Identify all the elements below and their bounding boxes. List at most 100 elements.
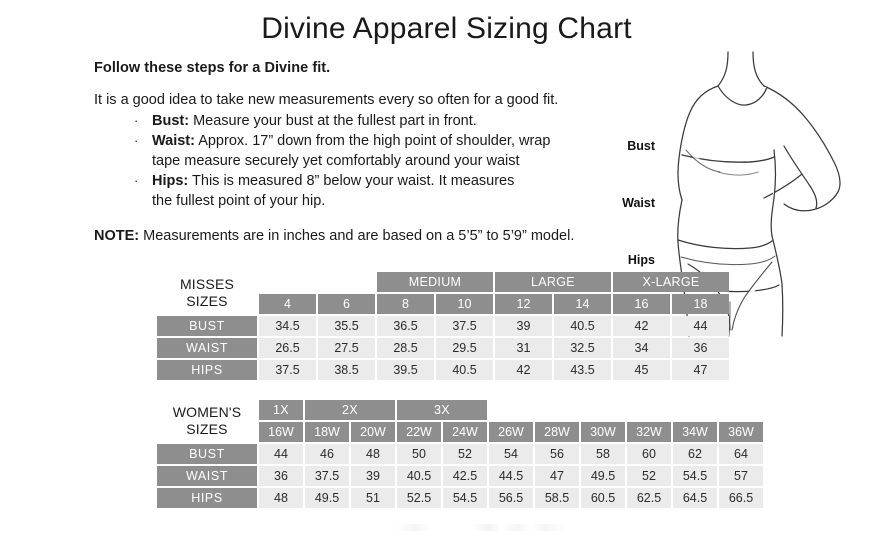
table-row-group-header: MISSES SIZES MEDIUM LARGE X-LARGE bbox=[157, 272, 729, 314]
measurement-cell: 62.5 bbox=[627, 488, 671, 508]
bullet-term: Hips: bbox=[152, 173, 189, 189]
bullet-term: Waist: bbox=[152, 133, 195, 149]
figure-label-waist: Waist bbox=[622, 196, 655, 210]
measurement-cell: 38.5 bbox=[318, 360, 375, 380]
size-header-10: 10 bbox=[436, 294, 493, 314]
measurement-cell: 43.5 bbox=[554, 360, 611, 380]
misses-table-body: MISSES SIZES MEDIUM LARGE X-LARGE 4 6 8 10 12 14 16… bbox=[157, 272, 729, 380]
list-item: · Hips: This is measured 8” below your w… bbox=[94, 171, 594, 191]
measurement-cell: 32.5 bbox=[554, 338, 611, 358]
measurement-cell: 56 bbox=[535, 444, 579, 464]
footer-artifact bbox=[395, 524, 565, 531]
group-header-empty bbox=[259, 272, 375, 292]
measurement-cell: 47 bbox=[535, 466, 579, 486]
measurement-bullet-list: · Bust: Measure your bust at the fullest… bbox=[94, 111, 594, 211]
table-row-size-header: 16W 18W 20W 22W 24W 26W 28W 30W 32W 34W 36W bbox=[157, 422, 763, 442]
measurement-cell: 52.5 bbox=[397, 488, 441, 508]
measurement-cell: 28.5 bbox=[377, 338, 434, 358]
measurement-cell: 60.5 bbox=[581, 488, 625, 508]
size-header-16w: 16W bbox=[259, 422, 303, 442]
measurement-cell: 39.5 bbox=[377, 360, 434, 380]
measurement-cell: 36 bbox=[672, 338, 729, 358]
measurement-cell: 44 bbox=[672, 316, 729, 336]
list-item: · Bust: Measure your bust at the fullest… bbox=[94, 111, 594, 131]
measurement-cell: 52 bbox=[627, 466, 671, 486]
size-header-32w: 32W bbox=[627, 422, 671, 442]
measurement-cell: 40.5 bbox=[397, 466, 441, 486]
row-label-hips: HIPS bbox=[157, 488, 257, 508]
measurement-cell: 48 bbox=[351, 444, 395, 464]
measurement-cell: 37.5 bbox=[436, 316, 493, 336]
measurement-cell: 58 bbox=[581, 444, 625, 464]
size-header-24w: 24W bbox=[443, 422, 487, 442]
size-header-26w: 26W bbox=[489, 422, 533, 442]
measurement-cell: 35.5 bbox=[318, 316, 375, 336]
measurement-cell: 64.5 bbox=[673, 488, 717, 508]
group-header-medium: MEDIUM bbox=[377, 272, 493, 292]
bullet-text: Measure your bust at the fullest part in… bbox=[189, 113, 477, 129]
measurement-cell: 54.5 bbox=[443, 488, 487, 508]
bullet-dot-icon: · bbox=[134, 173, 139, 188]
instructions-block: Follow these steps for a Divine fit. It … bbox=[94, 60, 594, 259]
group-header-large: LARGE bbox=[495, 272, 611, 292]
corner-title-line2: SIZES bbox=[186, 293, 228, 309]
body-figure-illustration bbox=[646, 50, 886, 340]
table-row: BUST 34.5 35.5 36.5 37.5 39 40.5 42 44 bbox=[157, 316, 729, 336]
measurement-cell: 50 bbox=[397, 444, 441, 464]
table-row: HIPS 37.5 38.5 39.5 40.5 42 43.5 45 47 bbox=[157, 360, 729, 380]
size-header-34w: 34W bbox=[673, 422, 717, 442]
corner-title-line1: WOMEN'S bbox=[172, 404, 242, 420]
misses-sizes-table: MISSES SIZES MEDIUM LARGE X-LARGE 4 6 8 10 12 14 16… bbox=[155, 270, 731, 382]
measurement-cell: 49.5 bbox=[581, 466, 625, 486]
bullet-continuation: tape measure securely yet comfortably ar… bbox=[152, 153, 520, 169]
instructions-intro: It is a good idea to take new measuremen… bbox=[94, 92, 559, 108]
table-corner-title: MISSES SIZES bbox=[157, 272, 257, 314]
size-header-30w: 30W bbox=[581, 422, 625, 442]
corner-title-line1: MISSES bbox=[179, 276, 235, 292]
measurement-cell: 44 bbox=[259, 444, 303, 464]
table-row: HIPS 48 49.5 51 52.5 54.5 56.5 58.5 60.5 62.5 64.5… bbox=[157, 488, 763, 508]
measurement-cell: 66.5 bbox=[719, 488, 763, 508]
list-item: · Waist: Approx. 17” down from the high … bbox=[94, 131, 594, 151]
note-line: NOTE: Measurements are in inches and are… bbox=[94, 228, 594, 244]
bullet-dot-icon: · bbox=[134, 133, 139, 148]
measurement-cell: 39 bbox=[351, 466, 395, 486]
group-header-1x: 1X bbox=[259, 400, 303, 420]
bullet-text: This is measured 8” below your waist. It… bbox=[188, 173, 515, 189]
measurement-cell: 34 bbox=[613, 338, 670, 358]
size-header-18w: 18W bbox=[305, 422, 349, 442]
row-label-waist: WAIST bbox=[157, 338, 257, 358]
measurement-cell: 34.5 bbox=[259, 316, 316, 336]
size-header-20w: 20W bbox=[351, 422, 395, 442]
measurement-cell: 40.5 bbox=[554, 316, 611, 336]
table-row: WAIST 36 37.5 39 40.5 42.5 44.5 47 49.5 52 54.5 57 bbox=[157, 466, 763, 486]
measurement-cell: 57 bbox=[719, 466, 763, 486]
measurement-cell: 45 bbox=[613, 360, 670, 380]
measurement-cell: 62 bbox=[673, 444, 717, 464]
size-header-6: 6 bbox=[318, 294, 375, 314]
table-corner-title: WOMEN'S SIZES bbox=[157, 400, 257, 442]
page-title: Divine Apparel Sizing Chart bbox=[261, 12, 632, 45]
measurement-cell: 51 bbox=[351, 488, 395, 508]
size-header-4: 4 bbox=[259, 294, 316, 314]
group-header-3x: 3X bbox=[397, 400, 487, 420]
measurement-cell: 54 bbox=[489, 444, 533, 464]
measurement-cell: 58.5 bbox=[535, 488, 579, 508]
bullet-term: Bust: bbox=[152, 113, 190, 129]
measurement-cell: 42 bbox=[495, 360, 552, 380]
measurement-cell: 60 bbox=[627, 444, 671, 464]
measurement-cell: 56.5 bbox=[489, 488, 533, 508]
row-label-bust: BUST bbox=[157, 444, 257, 464]
row-label-hips: HIPS bbox=[157, 360, 257, 380]
measurement-cell: 54.5 bbox=[673, 466, 717, 486]
measurement-cell: 46 bbox=[305, 444, 349, 464]
group-header-x-large: X-LARGE bbox=[613, 272, 729, 292]
measurement-cell: 39 bbox=[495, 316, 552, 336]
size-header-28w: 28W bbox=[535, 422, 579, 442]
size-header-16: 16 bbox=[613, 294, 670, 314]
row-label-waist: WAIST bbox=[157, 466, 257, 486]
row-label-bust: BUST bbox=[157, 316, 257, 336]
measurement-cell: 47 bbox=[672, 360, 729, 380]
measurement-cell: 27.5 bbox=[318, 338, 375, 358]
measurement-cell: 29.5 bbox=[436, 338, 493, 358]
